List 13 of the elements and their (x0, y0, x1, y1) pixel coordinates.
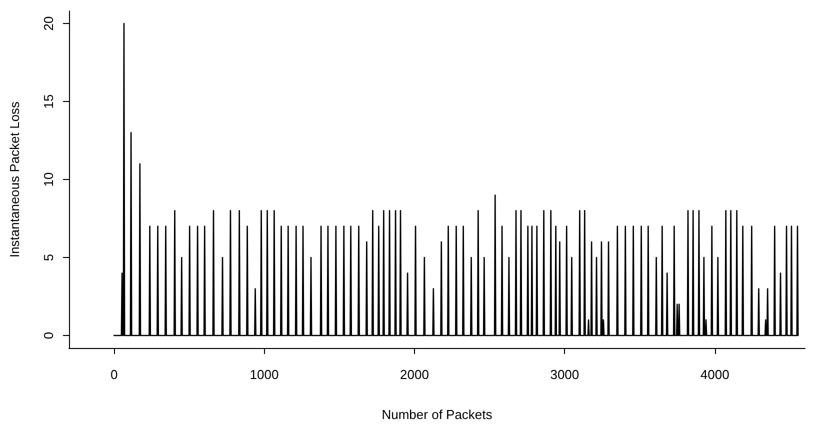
y-tick-label: 15 (41, 94, 56, 109)
y-tick-label: 5 (41, 254, 56, 262)
x-tick-label: 0 (110, 367, 118, 382)
x-tick-label: 1000 (250, 367, 279, 382)
line-series (113, 22, 799, 336)
x-tick-label: 4000 (700, 367, 730, 382)
x-tick-label: 3000 (550, 367, 580, 382)
y-axis-title: Instantaneous Packet Loss (7, 100, 22, 258)
x-axis-title: Number of Packets (382, 407, 493, 422)
y-tick-label: 20 (41, 16, 56, 31)
y-tick-label: 10 (41, 172, 56, 187)
y-tick-label: 0 (41, 332, 56, 340)
x-tick-label: 2000 (400, 367, 429, 382)
